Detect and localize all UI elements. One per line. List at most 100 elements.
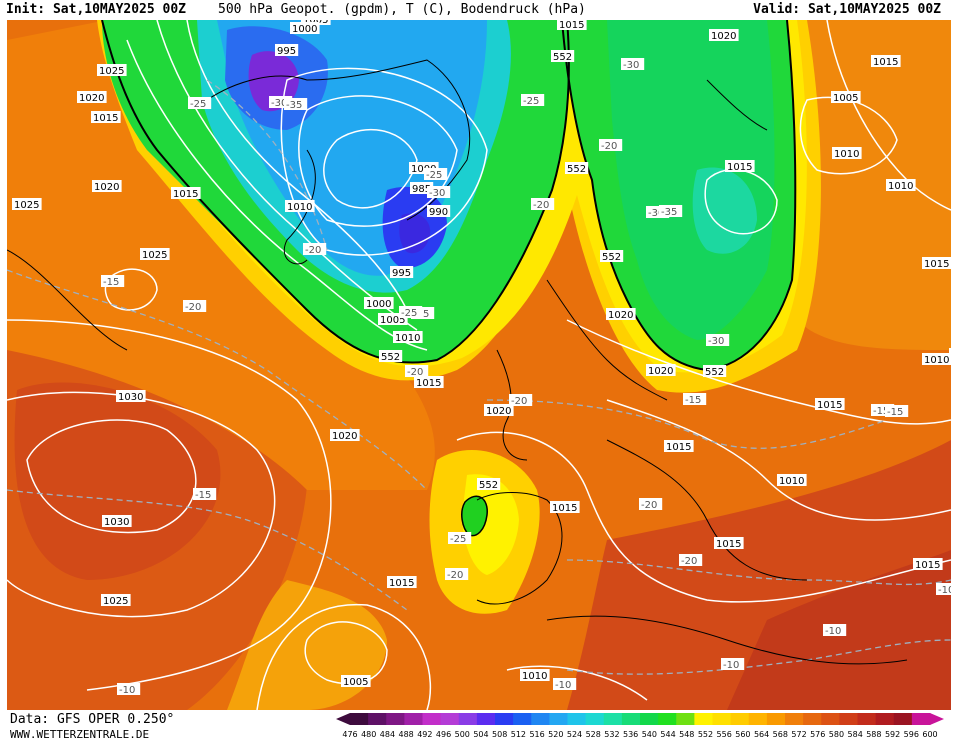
temperature-label: -10: [117, 683, 141, 696]
temperature-label: -20: [639, 498, 663, 511]
temperature-label-text: -20: [185, 302, 201, 313]
pressure-label: 1020: [709, 29, 739, 42]
pressure-label: 1020: [606, 308, 636, 321]
geopotential-label: 552: [600, 250, 624, 263]
temperature-label: -10: [936, 583, 951, 596]
legend-value: 488: [398, 730, 413, 739]
legend-value: 532: [604, 730, 619, 739]
pressure-label-box: [330, 429, 360, 441]
temperature-label-text: -10: [825, 626, 841, 637]
pressure-label-text: 995: [392, 268, 411, 279]
pressure-label-box: [664, 440, 694, 452]
temperature-label-box: [405, 365, 429, 377]
pressure-label: 1015: [557, 20, 587, 31]
temperature-label: -20: [679, 554, 703, 567]
pressure-label-text: 1025: [103, 596, 128, 607]
pressure-label-text: 1000: [366, 299, 391, 310]
pressure-label-text: 1005: [380, 315, 405, 326]
geopotential-map: 1005 1000 995 1025 1020 1015 1015 1020 1015 1010 1…: [7, 20, 951, 710]
pressure-label-box: [714, 537, 744, 549]
pressure-label: 1015: [664, 440, 694, 453]
pressure-label: 1010: [393, 331, 423, 344]
pressure-label: 995: [390, 266, 414, 279]
temperature-label-text: -20: [601, 141, 617, 152]
legend-value: 528: [586, 730, 601, 739]
pressure-label: 1020: [330, 429, 360, 442]
temperature-label-box: [509, 394, 533, 406]
legend-value: 560: [735, 730, 750, 739]
legend-value: 496: [436, 730, 451, 739]
pressure-label-text: 1020: [608, 310, 633, 321]
temperature-label-text: -25: [401, 308, 417, 319]
pressure-label-box: [91, 111, 121, 123]
temperature-label: -20: [445, 568, 469, 581]
temperature-label: -10: [721, 658, 745, 671]
temperature-label: -25: [448, 532, 472, 545]
cutoff-low-green: [461, 496, 488, 536]
pressure-label-box: [922, 257, 951, 269]
legend-swatch: [803, 713, 822, 725]
geopotential-label: 552: [565, 162, 589, 175]
pressure-label: 1015: [171, 187, 201, 200]
temperature-label-text: -20: [305, 245, 321, 256]
temperature-label: -25: [521, 94, 545, 107]
temperature-label: -35: [284, 98, 308, 111]
geopotential-label: 552: [551, 50, 575, 63]
legend-value: 508: [492, 730, 507, 739]
geopotential-label-box: [551, 50, 575, 62]
legend-value: 504: [473, 730, 488, 739]
pressure-label-text: 1025: [14, 200, 39, 211]
pressure-label-box: [871, 55, 901, 67]
temperature-label: -15: [683, 393, 707, 406]
pressure-label: 1015: [815, 398, 845, 411]
temperature-label-text: -30: [708, 336, 724, 347]
temperature-label-box: [448, 532, 472, 544]
pressure-label: 1015: [714, 537, 744, 550]
legend-value: 500: [455, 730, 470, 739]
pressure-label-text: 1000: [411, 164, 436, 175]
pressure-label-text: 1010: [888, 181, 913, 192]
temperature-label-text: -25: [426, 170, 442, 181]
pressure-label-box: [832, 147, 862, 159]
legend-value: 580: [829, 730, 844, 739]
legend-value: 536: [623, 730, 638, 739]
legend-swatch: [857, 713, 877, 725]
pressure-label: 1025: [140, 248, 170, 261]
pressure-label-box: [557, 20, 587, 30]
legend-value: 540: [642, 730, 657, 739]
site-name: WWW.WETTERZENTRALE.DE: [10, 728, 150, 741]
data-source: Data: GFS OPER 0.250°: [10, 712, 175, 727]
temperature-label: -30: [621, 58, 645, 71]
contour-552-west: [101, 20, 570, 364]
legend-swatch: [911, 713, 931, 725]
temperature-label-box: [679, 554, 703, 566]
pressure-label-box: [815, 398, 845, 410]
pressure-label-box: [341, 675, 371, 687]
temperature-label-box: [117, 683, 141, 695]
pressure-label: 1010: [832, 147, 862, 160]
legend-value: 520: [548, 730, 563, 739]
legend-value: 484: [380, 730, 395, 739]
pressure-label: 1005: [831, 91, 861, 104]
geopotential-label: 552: [477, 478, 501, 491]
legend-value: 596: [904, 730, 919, 739]
pressure-label: 1005: [341, 675, 371, 688]
legend-swatch: [440, 713, 460, 725]
pressure-label: 1000: [290, 22, 320, 35]
legend-value: 476: [342, 730, 357, 739]
pressure-label-text: 1010: [779, 476, 804, 487]
temperature-label-text: -20: [641, 500, 657, 511]
pressure-label: 1010: [520, 669, 550, 682]
temperature-label: -30: [706, 334, 730, 347]
legend-swatch: [513, 713, 532, 725]
temperature-label-box: [659, 205, 683, 217]
geopotential-label-box: [565, 162, 589, 174]
pressure-label-box: [886, 179, 916, 191]
pressure-label-text: 1020: [94, 182, 119, 193]
pressure-label-text: 1010: [395, 333, 420, 344]
temperature-label: -20: [599, 139, 623, 152]
temperature-label-box: [531, 198, 555, 210]
pressure-label-text: 1020: [79, 93, 104, 104]
legend-value: 548: [679, 730, 694, 739]
pressure-label: 1025: [101, 594, 131, 607]
